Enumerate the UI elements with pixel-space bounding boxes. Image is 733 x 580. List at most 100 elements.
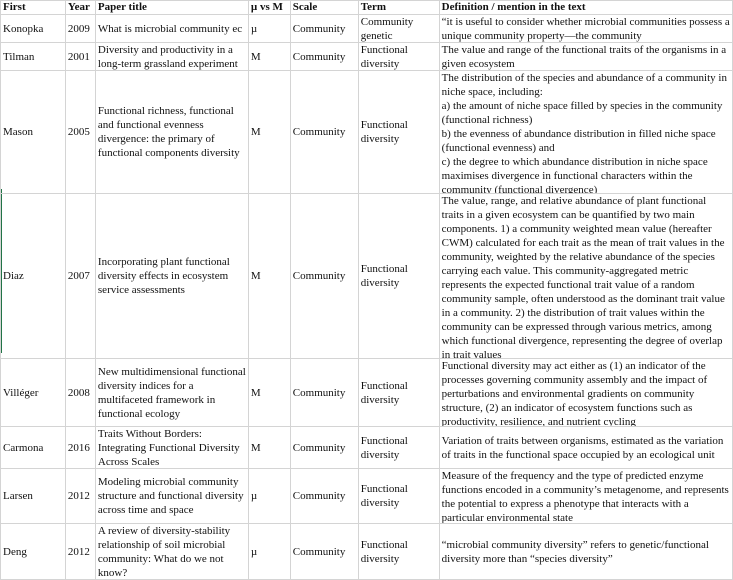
cell-mu-vs-m[interactable]: M <box>247 426 291 469</box>
cell-first-author[interactable]: Villéger <box>0 358 66 427</box>
term-text: Functional diversity <box>360 538 408 565</box>
term-text: Functional diversity <box>360 434 408 461</box>
cell-year[interactable]: 2001 <box>64 42 96 71</box>
scale-text: Community <box>292 386 346 399</box>
cell-term[interactable]: Functional diversity <box>357 70 440 194</box>
cell-first-author[interactable]: Diaz <box>0 193 66 359</box>
cell-mu-vs-m[interactable]: M <box>247 42 291 71</box>
table-row: Larsen 2012 Modeling microbial community s… <box>0 468 733 524</box>
cell-paper-title[interactable]: Diversity and productivity in a long-ter… <box>94 42 249 71</box>
cell-year[interactable]: 2005 <box>64 70 96 194</box>
cell-mu-vs-m[interactable]: µ <box>247 14 291 43</box>
first-author-text: Diaz <box>3 270 24 282</box>
cell-year[interactable]: 2012 <box>64 523 96 580</box>
cell-first-author[interactable]: Konopka <box>0 14 66 43</box>
cell-term[interactable]: Functional diversity <box>357 193 440 359</box>
cell-scale[interactable]: Community <box>289 70 359 194</box>
column-header-label: Paper title <box>97 1 147 13</box>
cell-first-author[interactable]: Larsen <box>0 468 66 524</box>
cell-year[interactable]: 2016 <box>64 426 96 469</box>
mu-vs-m-text: M <box>250 386 261 399</box>
cell-definition[interactable]: Functional diversity may act either as (… <box>438 358 733 427</box>
cell-definition[interactable]: “it is useful to consider whether microb… <box>438 14 733 43</box>
column-header-definition[interactable]: Definition / mention in the text <box>438 0 733 15</box>
cell-first-author[interactable]: Carmona <box>0 426 66 469</box>
cell-year[interactable]: 2007 <box>64 193 96 359</box>
cell-term[interactable]: Functional diversity <box>357 468 440 524</box>
cell-scale[interactable]: Community <box>289 426 359 469</box>
cell-mu-vs-m[interactable]: M <box>247 193 291 359</box>
cell-paper-title[interactable]: A review of diversity-stability relation… <box>94 523 249 580</box>
cell-definition[interactable]: Measure of the frequency and the type of… <box>438 468 733 524</box>
cell-scale[interactable]: Community <box>289 14 359 43</box>
column-header-label: Year <box>67 1 90 13</box>
scale-text: Community <box>292 490 346 502</box>
paper-title-text: What is microbial community ec <box>97 22 243 35</box>
cell-scale[interactable]: Community <box>289 358 359 427</box>
scale-text: Community <box>292 22 346 35</box>
cell-definition[interactable]: “microbial community diversity” refers t… <box>438 523 733 580</box>
year-text: 2012 <box>67 545 90 558</box>
cell-year[interactable]: 2008 <box>64 358 96 427</box>
table-row: Konopka 2009 What is microbial community e… <box>0 14 733 43</box>
definition-line: Variation of traits between organisms, e… <box>441 434 724 461</box>
cell-mu-vs-m[interactable]: µ <box>247 468 291 524</box>
cell-first-author[interactable]: Mason <box>0 70 66 194</box>
table-row: Diaz 2007 Incorporating plant functional d… <box>0 193 733 359</box>
term-text: Functional diversity <box>360 263 408 289</box>
cell-scale[interactable]: Community <box>289 468 359 524</box>
cell-paper-title[interactable]: What is microbial community ec <box>94 14 249 43</box>
first-author-text: Tilman <box>3 50 35 63</box>
cell-term[interactable]: Functional diversity <box>357 426 440 469</box>
column-header-mu-vs-m[interactable]: µ vs M <box>247 0 291 15</box>
cell-mu-vs-m[interactable]: M <box>247 358 291 427</box>
cell-definition[interactable]: The value, range, and relative abundance… <box>438 193 733 359</box>
definition-text: The value, range, and relative abundance… <box>440 194 732 358</box>
paper-title-text: New multidimensional functional diversit… <box>97 365 246 420</box>
cell-definition[interactable]: Variation of traits between organisms, e… <box>438 426 733 469</box>
cell-paper-title[interactable]: Traits Without Borders: Integrating Func… <box>94 426 249 469</box>
term-text: Functional diversity <box>360 119 408 145</box>
scale-text: Community <box>292 126 346 138</box>
definition-line: Measure of the frequency and the type of… <box>441 470 729 523</box>
first-author-text: Villéger <box>3 386 39 399</box>
year-text: 2001 <box>67 50 90 63</box>
cell-scale[interactable]: Community <box>289 193 359 359</box>
cell-term[interactable]: Functional diversity <box>357 358 440 427</box>
cell-definition[interactable]: The distribution of the species and abun… <box>438 70 733 194</box>
year-text: 2012 <box>67 490 90 502</box>
definition-text: Variation of traits between organisms, e… <box>440 427 732 468</box>
column-header-scale[interactable]: Scale <box>289 0 359 15</box>
cell-paper-title[interactable]: New multidimensional functional diversit… <box>94 358 249 427</box>
cell-first-author[interactable]: Deng <box>0 523 66 580</box>
cell-definition[interactable]: The value and range of the functional tr… <box>438 42 733 71</box>
cell-term[interactable]: Community genetic <box>357 14 440 43</box>
cell-scale[interactable]: Community <box>289 42 359 71</box>
column-header-term[interactable]: Term <box>357 0 440 15</box>
column-header-year[interactable]: Year <box>64 0 96 15</box>
cell-year[interactable]: 2012 <box>64 468 96 524</box>
column-header-label: Definition / mention in the text <box>441 1 586 13</box>
cell-mu-vs-m[interactable]: µ <box>247 523 291 580</box>
scale-text: Community <box>292 270 346 282</box>
definition-line: The value, range, and relative abundance… <box>441 195 725 358</box>
column-header-label: First <box>3 1 26 13</box>
cell-paper-title[interactable]: Functional richness, functional and func… <box>94 70 249 194</box>
cell-paper-title[interactable]: Incorporating plant functional diversity… <box>94 193 249 359</box>
column-header-label: µ vs M <box>250 1 283 13</box>
cell-mu-vs-m[interactable]: M <box>247 70 291 194</box>
first-author-text: Carmona <box>3 441 44 454</box>
column-header-first-author[interactable]: First <box>0 0 66 15</box>
cell-year[interactable]: 2009 <box>64 14 96 43</box>
cell-term[interactable]: Functional diversity <box>357 523 440 580</box>
column-header-paper-title[interactable]: Paper title <box>94 0 249 15</box>
cell-term[interactable]: Functional diversity <box>357 42 440 71</box>
cell-paper-title[interactable]: Modeling microbial community structure a… <box>94 468 249 524</box>
definition-line: c) the degree to which abundance distrib… <box>441 156 708 193</box>
cell-first-author[interactable]: Tilman <box>0 42 66 71</box>
cell-scale[interactable]: Community <box>289 523 359 580</box>
mu-vs-m-text: M <box>250 50 261 63</box>
table-row: Villéger 2008 New multidimensional functio… <box>0 358 733 427</box>
table-row: Tilman 2001 Diversity and productivity in … <box>0 42 733 71</box>
